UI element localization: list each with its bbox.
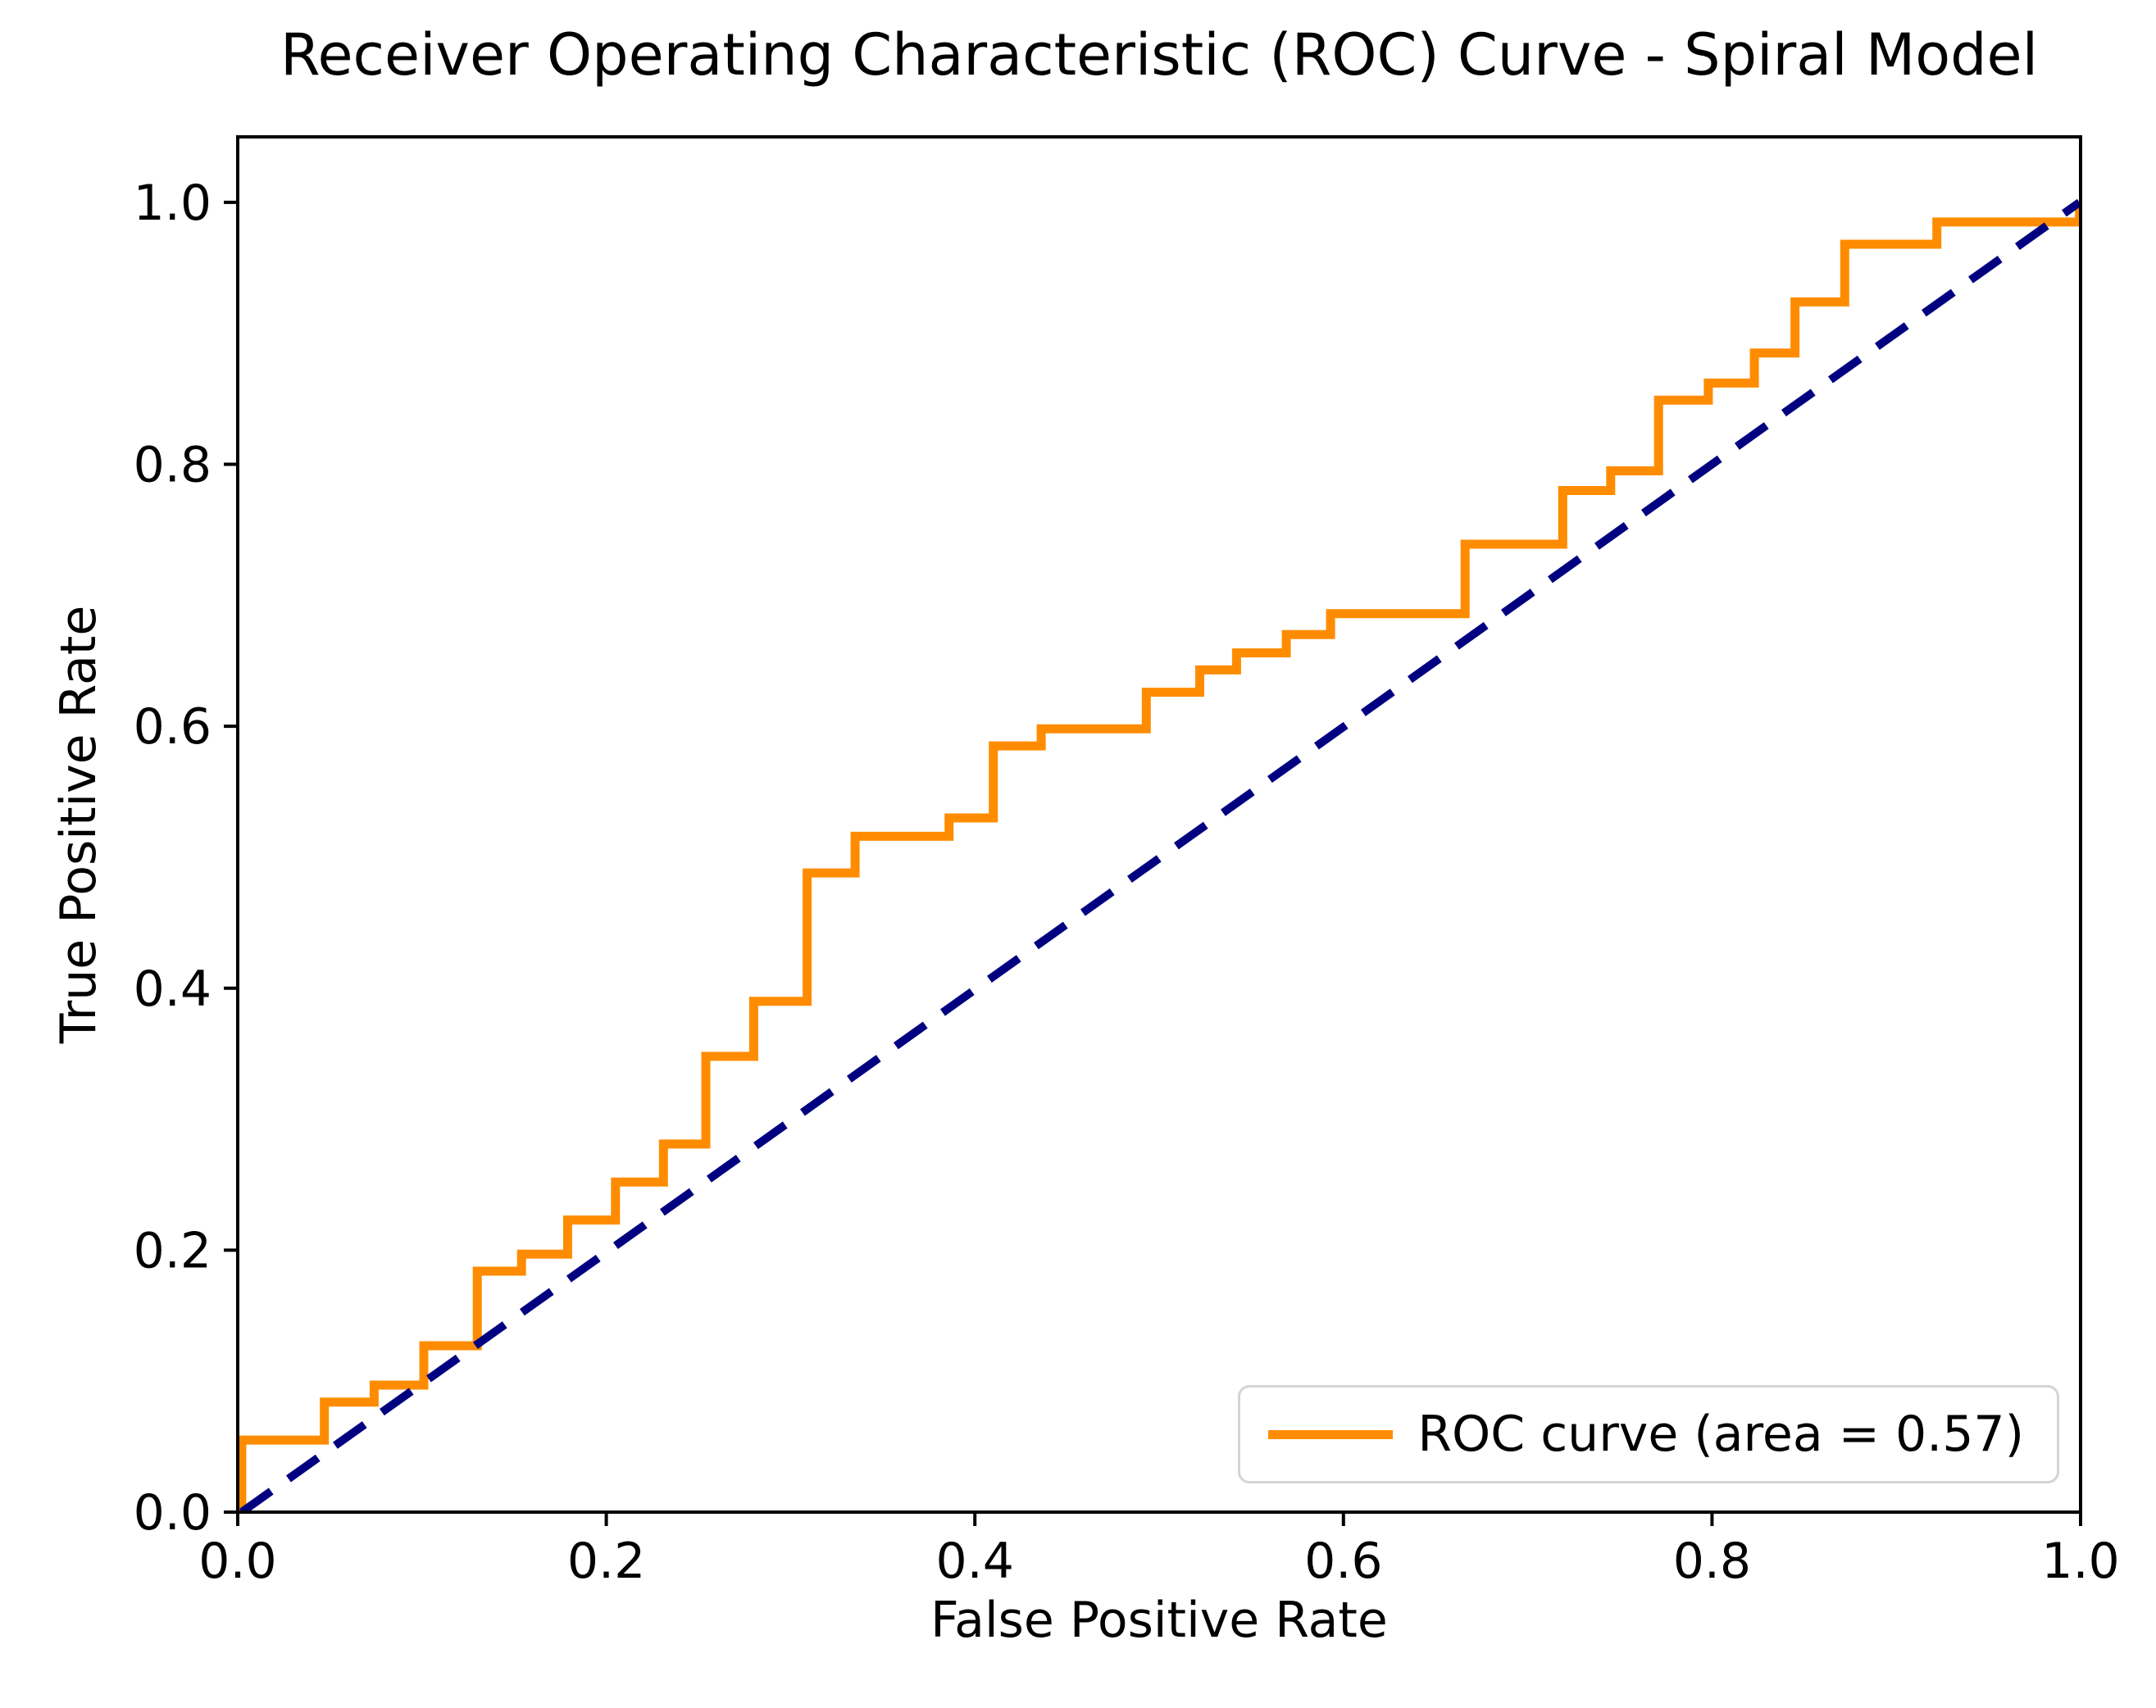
legend-roc-label: ROC curve (area = 0.57) — [1417, 1406, 2024, 1463]
x-axis: 0.0 0.2 0.4 0.6 0.8 1.0 — [198, 1512, 2120, 1590]
y-tick-label: 0.0 — [134, 1484, 212, 1542]
y-tick-label: 1.0 — [134, 175, 212, 232]
chart-title: Receiver Operating Characteristic (ROC) … — [280, 21, 2039, 89]
y-tick-label: 0.2 — [134, 1222, 212, 1279]
legend-roc-line-sample-icon — [1268, 1429, 1394, 1439]
legend: ROC curve (area = 0.57) — [1238, 1385, 2059, 1483]
plot-area — [238, 137, 2081, 1512]
x-tick-label: 0.2 — [567, 1533, 645, 1590]
x-tick-label: 0.4 — [935, 1533, 1013, 1590]
x-tick-label: 0.6 — [1304, 1533, 1382, 1590]
y-axis: 0.0 0.2 0.4 0.6 0.8 1.0 — [134, 175, 238, 1542]
y-axis-label: True Positive Rate — [50, 605, 107, 1044]
roc-curve-line — [238, 202, 2081, 1512]
x-tick-label: 0.0 — [198, 1533, 276, 1590]
x-tick-label: 0.8 — [1673, 1533, 1751, 1590]
series-group — [238, 198, 2081, 1512]
x-axis-label: False Positive Rate — [930, 1592, 1388, 1649]
y-tick-label: 0.4 — [134, 961, 212, 1018]
chance-diagonal-line — [239, 198, 2081, 1512]
y-tick-label: 0.8 — [134, 437, 212, 494]
y-tick-label: 0.6 — [134, 698, 212, 756]
plot-border — [236, 135, 2082, 1514]
x-tick-label: 1.0 — [2041, 1533, 2119, 1590]
